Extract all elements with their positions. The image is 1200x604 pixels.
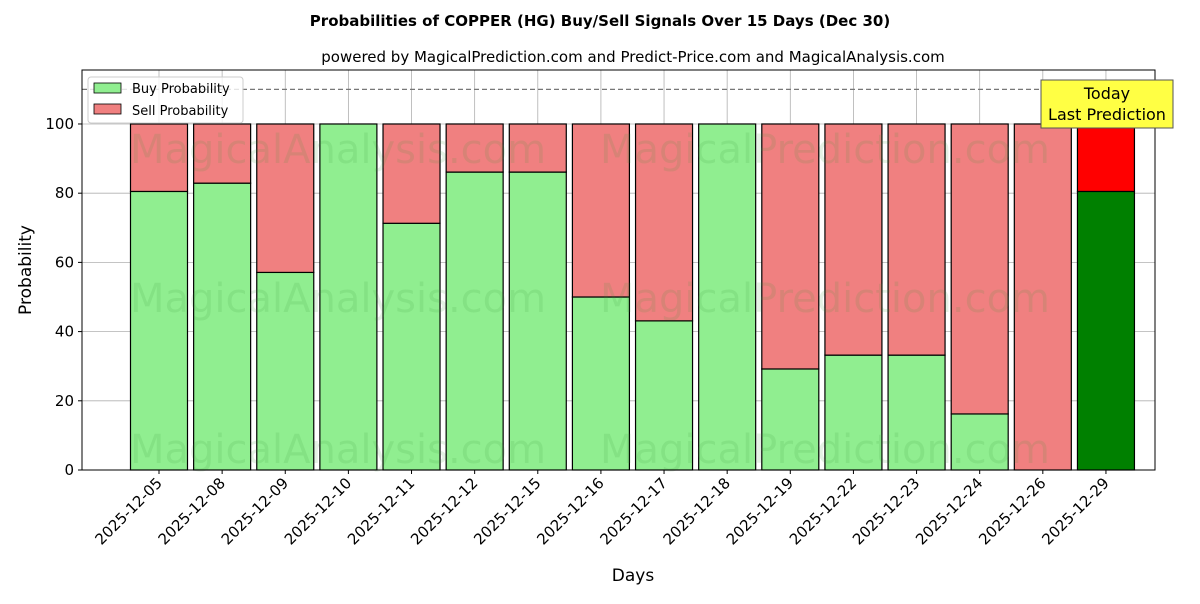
x-tick-label: 2025-12-10	[281, 474, 355, 548]
buy-bar	[319, 123, 378, 471]
buy-bar	[698, 123, 757, 471]
x-tick-label: 2025-12-24	[912, 474, 986, 548]
today-annotation: Today Last Prediction	[1040, 79, 1174, 129]
buy-bar	[950, 413, 1009, 471]
y-axis-label: Probability	[16, 225, 36, 315]
x-tick-label: 2025-12-22	[786, 474, 860, 548]
sell-bar	[1076, 123, 1136, 193]
x-tick-label: 2025-12-18	[660, 474, 734, 548]
sell-bar	[761, 123, 820, 370]
buy-bar	[824, 354, 883, 471]
x-tick-label: 2025-12-17	[596, 474, 670, 548]
annotation-line1: Today	[1083, 84, 1130, 103]
y-tick-label: 40	[55, 323, 74, 341]
buy-bar	[571, 296, 631, 471]
sell-bar	[193, 123, 252, 184]
x-tick-label: 2025-12-23	[849, 474, 923, 548]
x-tick-label: 2025-12-16	[533, 474, 607, 548]
sell-bar	[382, 123, 441, 224]
x-tick-label: 2025-12-29	[1038, 474, 1112, 548]
sell-bar	[256, 123, 315, 274]
sell-bar	[571, 123, 631, 298]
watermark: MagicalAnalysis.com	[130, 276, 546, 322]
watermark: MagicalPrediction.com	[600, 427, 1050, 473]
y-tick-label: 100	[45, 115, 74, 133]
buy-bar	[887, 354, 946, 471]
buy-bar	[1076, 190, 1136, 471]
x-tick-label: 2025-12-12	[407, 474, 481, 548]
buy-bar	[445, 171, 504, 471]
buy-bar	[761, 368, 820, 471]
annotation-line2: Last Prediction	[1048, 105, 1166, 124]
buy-bar	[508, 171, 567, 471]
buy-bar	[193, 182, 252, 471]
watermark: MagicalPrediction.com	[600, 127, 1050, 173]
buy-bar	[256, 271, 315, 471]
sell-bar	[445, 123, 504, 173]
watermark: MagicalAnalysis.com	[130, 127, 546, 173]
chart-subtitle: powered by MagicalPrediction.com and Pre…	[321, 48, 945, 66]
legend: Buy Probability Sell Probability	[87, 76, 244, 124]
plot-frame	[81, 69, 1156, 471]
buy-bar	[634, 320, 694, 471]
x-tick-label: 2025-12-09	[218, 474, 292, 548]
sell-bar	[950, 123, 1009, 415]
x-tick-label: 2025-12-11	[344, 474, 418, 548]
legend-label-buy: Buy Probability	[132, 82, 230, 97]
watermark: MagicalAnalysis.com	[130, 427, 546, 473]
x-tick-label: 2025-12-26	[975, 474, 1049, 548]
watermark: MagicalPrediction.com	[600, 276, 1050, 322]
legend-swatch-buy	[93, 82, 122, 94]
x-tick-label: 2025-12-19	[723, 474, 797, 548]
sell-bar	[129, 123, 189, 193]
y-tick-label: 60	[55, 253, 74, 271]
sell-bar	[887, 123, 946, 356]
legend-label-sell: Sell Probability	[132, 104, 229, 119]
x-tick-label: 2025-12-08	[155, 474, 229, 548]
x-tick-label: 2025-12-05	[91, 474, 165, 548]
x-axis-label: Days	[612, 566, 655, 586]
y-tick-label: 80	[55, 184, 74, 202]
sell-bar	[824, 123, 883, 356]
x-tick-label: 2025-12-15	[470, 474, 544, 548]
chart-title: Probabilities of COPPER (HG) Buy/Sell Si…	[310, 12, 890, 30]
legend-swatch-sell	[93, 103, 122, 115]
sell-bar	[634, 123, 694, 322]
y-tick-label: 0	[64, 461, 74, 479]
sell-bar	[508, 123, 567, 173]
y-tick-label: 20	[55, 392, 74, 410]
